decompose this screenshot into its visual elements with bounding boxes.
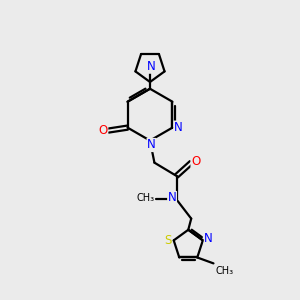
Text: N: N (147, 139, 156, 152)
Text: N: N (204, 232, 213, 245)
Text: CH₃: CH₃ (216, 266, 234, 276)
Text: O: O (191, 155, 200, 168)
Text: S: S (164, 234, 172, 247)
Text: N: N (147, 60, 156, 73)
Text: CH₃: CH₃ (136, 193, 155, 203)
Text: O: O (98, 124, 108, 137)
Text: N: N (168, 191, 176, 205)
Text: N: N (174, 121, 183, 134)
